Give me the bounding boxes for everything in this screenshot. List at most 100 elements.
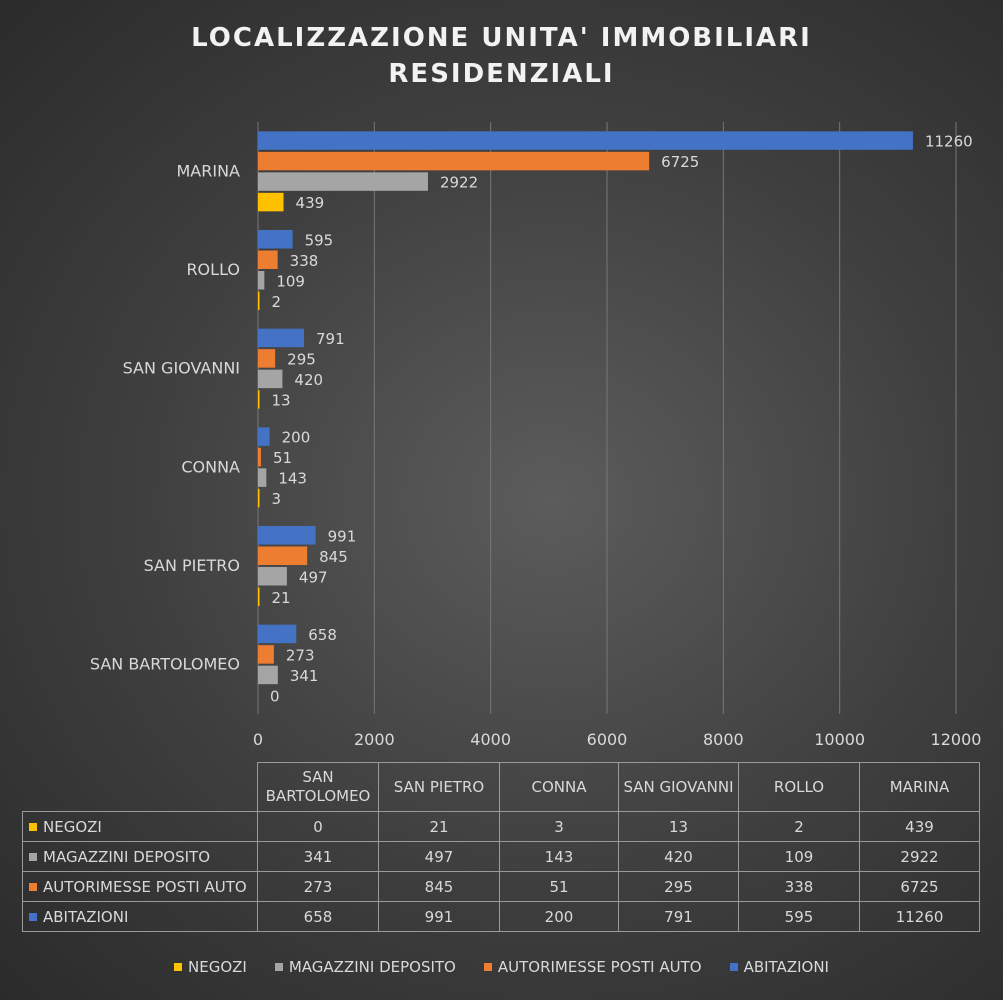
bar xyxy=(258,151,650,171)
legend-swatch xyxy=(483,963,492,971)
table-cell: 341 xyxy=(257,841,379,872)
table-cell: 658 xyxy=(257,901,379,932)
data-label: 6725 xyxy=(661,153,699,171)
data-label: 51 xyxy=(273,449,292,467)
x-tick-label: 4000 xyxy=(470,730,511,749)
data-labels: 6582733410991845497212005114337912954201… xyxy=(270,133,973,706)
legend-swatch xyxy=(274,963,283,971)
table-cell: 3 xyxy=(499,811,619,842)
bar xyxy=(258,427,270,446)
table-cell: 2 xyxy=(738,811,860,842)
legend-label: AUTORIMESSE POSTI AUTO xyxy=(497,958,702,976)
bar-chart-plot: 6582733410991845497212005114337912954201… xyxy=(90,122,982,749)
table-cell: 991 xyxy=(378,901,500,932)
legend-key-swatch xyxy=(29,822,37,831)
bar xyxy=(258,665,278,685)
bar xyxy=(258,447,261,467)
category-label: SAN BARTOLOMEO xyxy=(90,655,240,674)
table-row: ABITAZIONI 658 991 200 791 595 11260 xyxy=(22,901,980,932)
x-tick-label: 8000 xyxy=(703,730,744,749)
table-row-header: NEGOZI xyxy=(22,811,258,842)
table-header-cell: ROLLO xyxy=(738,762,860,812)
category-label: ROLLO xyxy=(186,260,240,279)
data-label: 3 xyxy=(272,490,282,508)
table-row-header: AUTORIMESSE POSTI AUTO xyxy=(22,871,258,902)
table-header-cell: CONNA xyxy=(499,762,619,812)
data-label: 21 xyxy=(272,589,291,607)
table-header-cell: SAN PIETRO xyxy=(378,762,500,812)
legend-swatch xyxy=(729,963,738,971)
table-cell: 200 xyxy=(499,901,619,932)
data-label: 0 xyxy=(270,687,280,705)
data-label: 143 xyxy=(278,470,307,488)
data-label: 2922 xyxy=(440,174,478,192)
data-label: 13 xyxy=(272,391,291,409)
table-cell: 420 xyxy=(618,841,739,872)
table-row-header: ABITAZIONI xyxy=(22,901,258,932)
data-label: 658 xyxy=(308,626,337,644)
legend-item: ABITAZIONI xyxy=(729,958,829,976)
bar xyxy=(258,349,276,368)
bar xyxy=(258,390,260,409)
table-row: NEGOZI 0 21 3 13 2 439 xyxy=(22,811,980,842)
x-tick-label: 12000 xyxy=(931,730,982,749)
table-cell: 497 xyxy=(378,841,500,872)
category-label: MARINA xyxy=(177,161,241,180)
data-label: 273 xyxy=(286,646,315,664)
bar xyxy=(258,172,428,191)
bar xyxy=(258,291,260,310)
bar xyxy=(258,131,913,150)
chart-title-line-2: RESIDENZIALI xyxy=(388,59,615,89)
legend-key-swatch xyxy=(29,852,37,861)
table-cell: 439 xyxy=(859,811,980,842)
category-label: SAN GIOVANNI xyxy=(123,359,240,378)
bar xyxy=(258,328,305,348)
data-label: 338 xyxy=(290,252,319,270)
table-cell: 11260 xyxy=(859,901,980,932)
legend-item: NEGOZI xyxy=(174,958,247,976)
table-cell: 51 xyxy=(499,871,619,902)
table-row-header: MAGAZZINI DEPOSITO xyxy=(22,841,258,872)
x-axis-ticks: 0 2000 4000 6000 8000 10000 12000 xyxy=(253,730,982,749)
table-cell: 845 xyxy=(378,871,500,902)
data-label: 991 xyxy=(328,527,357,545)
bar xyxy=(258,250,278,269)
bar xyxy=(258,587,260,606)
data-label: 341 xyxy=(290,667,319,685)
x-tick-label: 2000 xyxy=(354,730,395,749)
data-label: 497 xyxy=(299,568,328,586)
table-row: AUTORIMESSE POSTI AUTO 273 845 51 295 338 6725 xyxy=(22,871,980,902)
data-label: 295 xyxy=(287,350,316,368)
legend-swatch xyxy=(174,963,183,971)
category-labels: SAN BARTOLOMEO SAN PIETRO CONNA SAN GIOVANN… xyxy=(90,161,240,673)
data-label: 11260 xyxy=(925,133,973,151)
data-label: 439 xyxy=(296,194,325,212)
series-name: MAGAZZINI DEPOSITO xyxy=(43,847,211,866)
series-name: ABITAZIONI xyxy=(43,907,129,926)
legend-item: MAGAZZINI DEPOSITO xyxy=(274,958,456,976)
table-cell: 791 xyxy=(618,901,739,932)
bar xyxy=(258,271,265,290)
series-name: NEGOZI xyxy=(43,817,102,836)
table-header-cell: SAN BARTOLOMEO xyxy=(257,762,379,812)
category-label: CONNA xyxy=(181,457,240,476)
bar xyxy=(258,624,297,644)
x-tick-label: 0 xyxy=(253,730,263,749)
table-cell: 143 xyxy=(499,841,619,872)
table-row: MAGAZZINI DEPOSITO 341 497 143 420 109 2922 xyxy=(22,841,980,872)
category-label: SAN PIETRO xyxy=(144,556,240,575)
x-tick-label: 10000 xyxy=(814,730,865,749)
bar xyxy=(258,526,316,545)
table-cell: 295 xyxy=(618,871,739,902)
chart-title: LOCALIZZAZIONE UNITA' IMMOBILIARI RESIDE… xyxy=(0,20,1003,92)
legend-label: ABITAZIONI xyxy=(743,958,829,976)
table-cell: 595 xyxy=(738,901,860,932)
data-label: 595 xyxy=(305,231,334,249)
legend: NEGOZI MAGAZZINI DEPOSITO AUTORIMESSE POST… xyxy=(0,958,1003,976)
bar xyxy=(258,230,293,249)
bar xyxy=(258,369,283,389)
table-cell: 109 xyxy=(738,841,860,872)
legend-key-swatch xyxy=(29,912,37,921)
legend-key-swatch xyxy=(29,882,37,891)
legend-item: AUTORIMESSE POSTI AUTO xyxy=(483,958,702,976)
